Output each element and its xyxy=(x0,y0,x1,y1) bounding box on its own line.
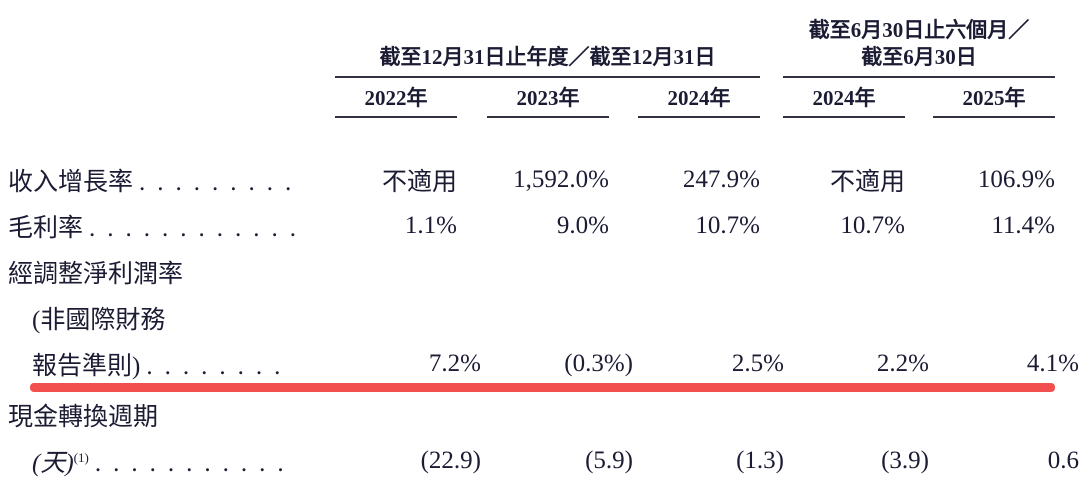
value-gross-margin-2023: 9.0% xyxy=(556,212,609,239)
row-revenue-growth: 收入增長率......... 不適用 1,592.0% 247.9% 不適用 1… xyxy=(8,157,1080,203)
value-cash-conversion-h1-2024: (3.9) xyxy=(881,447,929,474)
row-gross-margin: 毛利率............ 1.1% 9.0% 10.7% 10.7% 11… xyxy=(8,203,1080,249)
row-adjusted-net-margin-values: 報告準則)........ 7.2% (0.3%) 2.5% 2.2% 4.1% xyxy=(8,341,1080,387)
row-adjusted-net-margin-line2: (非國際財務 xyxy=(8,295,1080,341)
value-cash-conversion-h1-2025: 0.6 xyxy=(1047,447,1079,474)
leader-dots: ........... xyxy=(94,450,296,477)
table-header-years: 2022年 2023年 2024年 2024年 2025年 xyxy=(8,78,1080,118)
col-group-annual-label: 截至12月31日止年度／截至12月31日 xyxy=(379,45,716,69)
value-gross-margin-h1-2024: 10.7% xyxy=(840,212,905,239)
leader-dots: ........ xyxy=(146,353,293,380)
col-group-annual: 截至12月31日止年度／截至12月31日 xyxy=(335,44,760,78)
value-revenue-growth-2024: 247.9% xyxy=(682,166,760,193)
value-revenue-growth-2023: 1,592.0% xyxy=(513,166,609,193)
value-adjusted-net-margin-2022: 7.2% xyxy=(428,350,481,377)
value-revenue-growth-h1-2024: 不適用 xyxy=(829,169,905,196)
footnote-ref-1: (1) xyxy=(73,450,89,465)
value-gross-margin-2022: 1.1% xyxy=(404,212,457,239)
value-cash-conversion-2023: (5.9) xyxy=(585,447,633,474)
col-header-h1-2025: 2025年 xyxy=(933,86,1055,118)
value-revenue-growth-h1-2025: 106.9% xyxy=(977,166,1055,193)
col-header-fy2024: 2024年 xyxy=(638,86,760,118)
col-group-annual-cell: 截至12月31日止年度／截至12月31日 xyxy=(330,44,760,78)
row-label-days: (天) xyxy=(32,450,74,477)
value-adjusted-net-margin-h1-2025: 4.1% xyxy=(1026,350,1079,377)
red-highlight-underline xyxy=(30,383,1055,392)
row-label-gross-margin: 毛利率 xyxy=(8,215,84,242)
value-gross-margin-h1-2025: 11.4% xyxy=(991,212,1055,239)
value-adjusted-net-margin-2024: 2.5% xyxy=(731,350,784,377)
value-cash-conversion-2024: (1.3) xyxy=(736,447,784,474)
col-header-h1-2024: 2024年 xyxy=(783,86,905,118)
col-group-interim-label-line2: 截至6月30日 xyxy=(861,45,977,69)
value-adjusted-net-margin-2023: (0.3%) xyxy=(564,350,633,377)
value-cash-conversion-2022: (22.9) xyxy=(420,447,481,474)
col-header-fy2023: 2023年 xyxy=(487,86,609,118)
row-cash-conversion-values: (天)(1)........... (22.9) (5.9) (1.3) (3.… xyxy=(8,438,1080,484)
value-gross-margin-2024: 10.7% xyxy=(695,212,760,239)
col-header-fy2022: 2022年 xyxy=(335,86,457,118)
table-header-groups: 截至12月31日止年度／截至12月31日 截至6月30日止六個月／ 截至6月30… xyxy=(8,0,1080,78)
row-label-adjusted-net-margin: 經調整淨利潤率 xyxy=(8,261,184,288)
col-group-interim-label-line1: 截至6月30日止六個月／ xyxy=(808,18,1030,42)
row-label-reporting-standards: 報告準則) xyxy=(32,353,141,380)
value-adjusted-net-margin-h1-2024: 2.2% xyxy=(876,350,929,377)
col-group-interim: 截至6月30日止六個月／ 截至6月30日 xyxy=(783,17,1055,78)
col-group-interim-cell: 截至6月30日止六個月／ 截至6月30日 xyxy=(760,17,1055,78)
row-cash-conversion-line1: 現金轉換週期 xyxy=(8,392,1080,438)
row-label-non-ifrs: (非國際財務 xyxy=(32,307,166,334)
row-label-cash-conversion: 現金轉換週期 xyxy=(8,404,159,431)
leader-dots: ......... xyxy=(139,169,304,196)
row-label-revenue-growth: 收入增長率 xyxy=(8,169,134,196)
value-revenue-growth-2022: 不適用 xyxy=(381,169,457,196)
table-body: 收入增長率......... 不適用 1,592.0% 247.9% 不適用 1… xyxy=(8,157,1080,484)
row-adjusted-net-margin-line1: 經調整淨利潤率 xyxy=(8,249,1080,295)
leader-dots: ............ xyxy=(89,215,309,242)
